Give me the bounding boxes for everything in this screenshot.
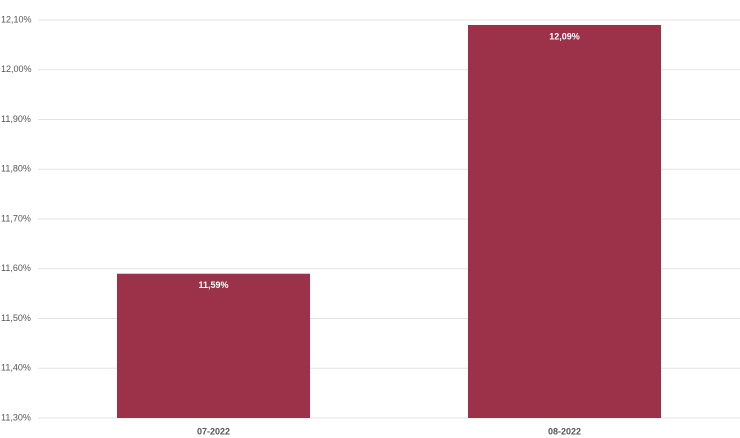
- x-tick-label: 07-2022: [197, 426, 230, 436]
- y-tick-label: 12,10%: [1, 14, 32, 24]
- y-tick-label: 11,80%: [1, 164, 31, 174]
- bar: [116, 273, 311, 418]
- y-tick-label: 11,30%: [1, 412, 31, 422]
- y-tick-label: 11,60%: [1, 263, 31, 273]
- bar: [467, 24, 662, 418]
- x-tick-label: 08-2022: [548, 426, 581, 436]
- y-tick-label: 11,40%: [1, 363, 31, 373]
- value-label: 11,59%: [198, 280, 228, 290]
- y-tick-label: 11,50%: [1, 313, 31, 323]
- y-tick-label: 11,90%: [1, 114, 31, 124]
- value-label: 12,09%: [549, 31, 580, 41]
- y-tick-label: 11,70%: [1, 213, 31, 223]
- y-tick-label: 12,00%: [1, 64, 32, 74]
